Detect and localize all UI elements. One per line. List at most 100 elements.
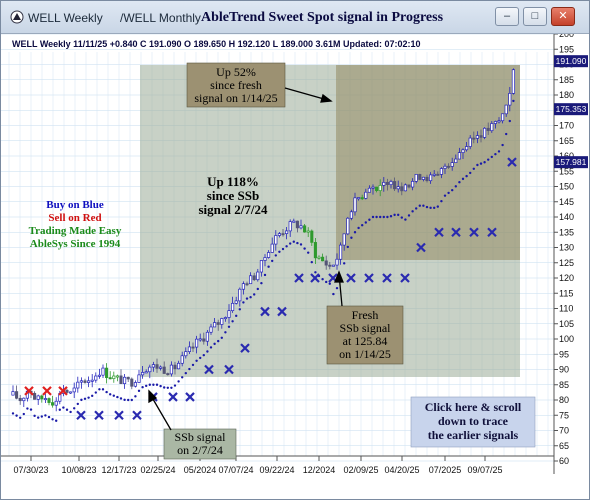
close-button[interactable]: ✕ <box>551 7 575 26</box>
x-tick-label: 07/2025 <box>429 465 462 475</box>
stop-dot <box>109 393 112 396</box>
candle <box>403 184 407 192</box>
buy-x-icon <box>224 364 234 375</box>
stop-dot <box>209 346 213 349</box>
stop-dot <box>397 213 400 217</box>
candle <box>40 395 44 400</box>
stop-dot <box>314 271 317 274</box>
stop-dot <box>195 359 198 363</box>
stop-dot <box>267 265 270 268</box>
candle <box>472 137 476 140</box>
stop-dot <box>440 199 443 203</box>
restore-button[interactable]: □ <box>523 7 547 26</box>
candle <box>195 338 199 348</box>
y-tick-label: 65 <box>559 441 569 451</box>
stop-dot <box>105 390 108 394</box>
stop-dot <box>152 383 155 386</box>
candle <box>231 302 235 312</box>
minimize-button[interactable]: – <box>495 7 519 26</box>
candle <box>303 225 307 233</box>
stop-dot <box>443 194 447 197</box>
tab-monthly[interactable]: /WELL Monthly <box>120 11 201 25</box>
tab-weekly[interactable]: WELL Weekly <box>28 11 103 25</box>
price-tag: 157.981 <box>554 156 588 169</box>
candles <box>11 68 515 412</box>
y-tick-label: 120 <box>559 273 574 283</box>
candle <box>76 381 80 389</box>
y-tick-label: 80 <box>559 395 569 405</box>
candle <box>155 364 159 369</box>
stop-dot <box>224 331 227 334</box>
stop-dot <box>332 292 335 296</box>
legend-line-2: Sell on Red <box>48 212 101 224</box>
candle <box>285 230 289 234</box>
stop-dot <box>134 395 137 398</box>
candle <box>425 176 429 182</box>
candle <box>450 162 454 167</box>
x-tick-label: 07/07/24 <box>218 465 253 475</box>
stop-dot <box>227 325 231 328</box>
candle <box>375 186 379 191</box>
stop-dot <box>389 215 393 218</box>
sell-x-icon <box>58 386 68 396</box>
stop-dot <box>44 414 47 417</box>
stop-dot <box>80 398 83 402</box>
stop-dot <box>364 221 367 224</box>
stop-dot <box>343 262 346 265</box>
stop-dot <box>98 388 101 391</box>
buy-x-icon <box>416 242 426 253</box>
click-here-link[interactable]: Click here & scroll down to trace the ea… <box>410 396 536 448</box>
stop-dot <box>368 218 371 221</box>
candle <box>187 346 191 352</box>
stop-dot <box>447 191 450 195</box>
buy-x-icon <box>260 306 270 317</box>
candle <box>137 374 141 383</box>
stop-dot <box>119 397 123 400</box>
y-tick-label: 85 <box>559 380 569 390</box>
x-tick-label: 12/17/23 <box>101 465 136 475</box>
close-icon: ✕ <box>558 10 568 22</box>
stop-dot <box>375 215 378 219</box>
x-axis: 07/30/23 10/08/23 12/17/23 02/25/24 05/2024 0… <box>13 456 503 475</box>
y-tick-label: 90 <box>559 365 569 375</box>
candle <box>11 391 15 396</box>
candle <box>486 127 490 132</box>
stop-dot <box>199 356 202 360</box>
candle <box>443 165 447 169</box>
stop-dot <box>202 353 205 357</box>
price-tag-label: 175.353 <box>556 104 587 114</box>
ssb-line-1: SSb signal <box>174 430 226 444</box>
candle <box>504 104 508 115</box>
candle <box>213 322 217 328</box>
stop-dot <box>296 241 299 245</box>
stop-dot <box>451 188 454 192</box>
candle <box>364 191 368 199</box>
candle <box>119 375 123 385</box>
candle <box>18 397 22 402</box>
stop-dot <box>310 260 313 264</box>
sell-x-icon <box>42 386 52 396</box>
price-chart[interactable]: 60 65 70 75 80 85 90 95 100 105 110 115 120 125 130 135… <box>1 34 589 499</box>
candle <box>357 197 361 200</box>
x-tick-label: 12/2024 <box>303 465 336 475</box>
stop-dot <box>127 398 130 402</box>
stop-dot <box>274 254 277 257</box>
candle <box>90 379 94 382</box>
buy-x-icon <box>507 157 517 167</box>
candle <box>479 135 483 138</box>
stop-dot <box>62 406 65 409</box>
sell-x-icon <box>24 386 34 396</box>
y-tick-label: 195 <box>559 44 574 54</box>
candle <box>382 182 386 186</box>
buy-x-icon <box>364 273 374 283</box>
stop-dot <box>350 236 353 239</box>
arrows <box>148 87 344 431</box>
candle <box>389 181 393 186</box>
candle <box>83 380 87 383</box>
candle <box>263 257 267 261</box>
restore-icon: □ <box>531 10 539 22</box>
stop-dot <box>386 215 389 219</box>
candle <box>447 165 451 168</box>
stop-dot <box>505 132 508 136</box>
up52-line-1: Up 52% <box>216 65 256 79</box>
